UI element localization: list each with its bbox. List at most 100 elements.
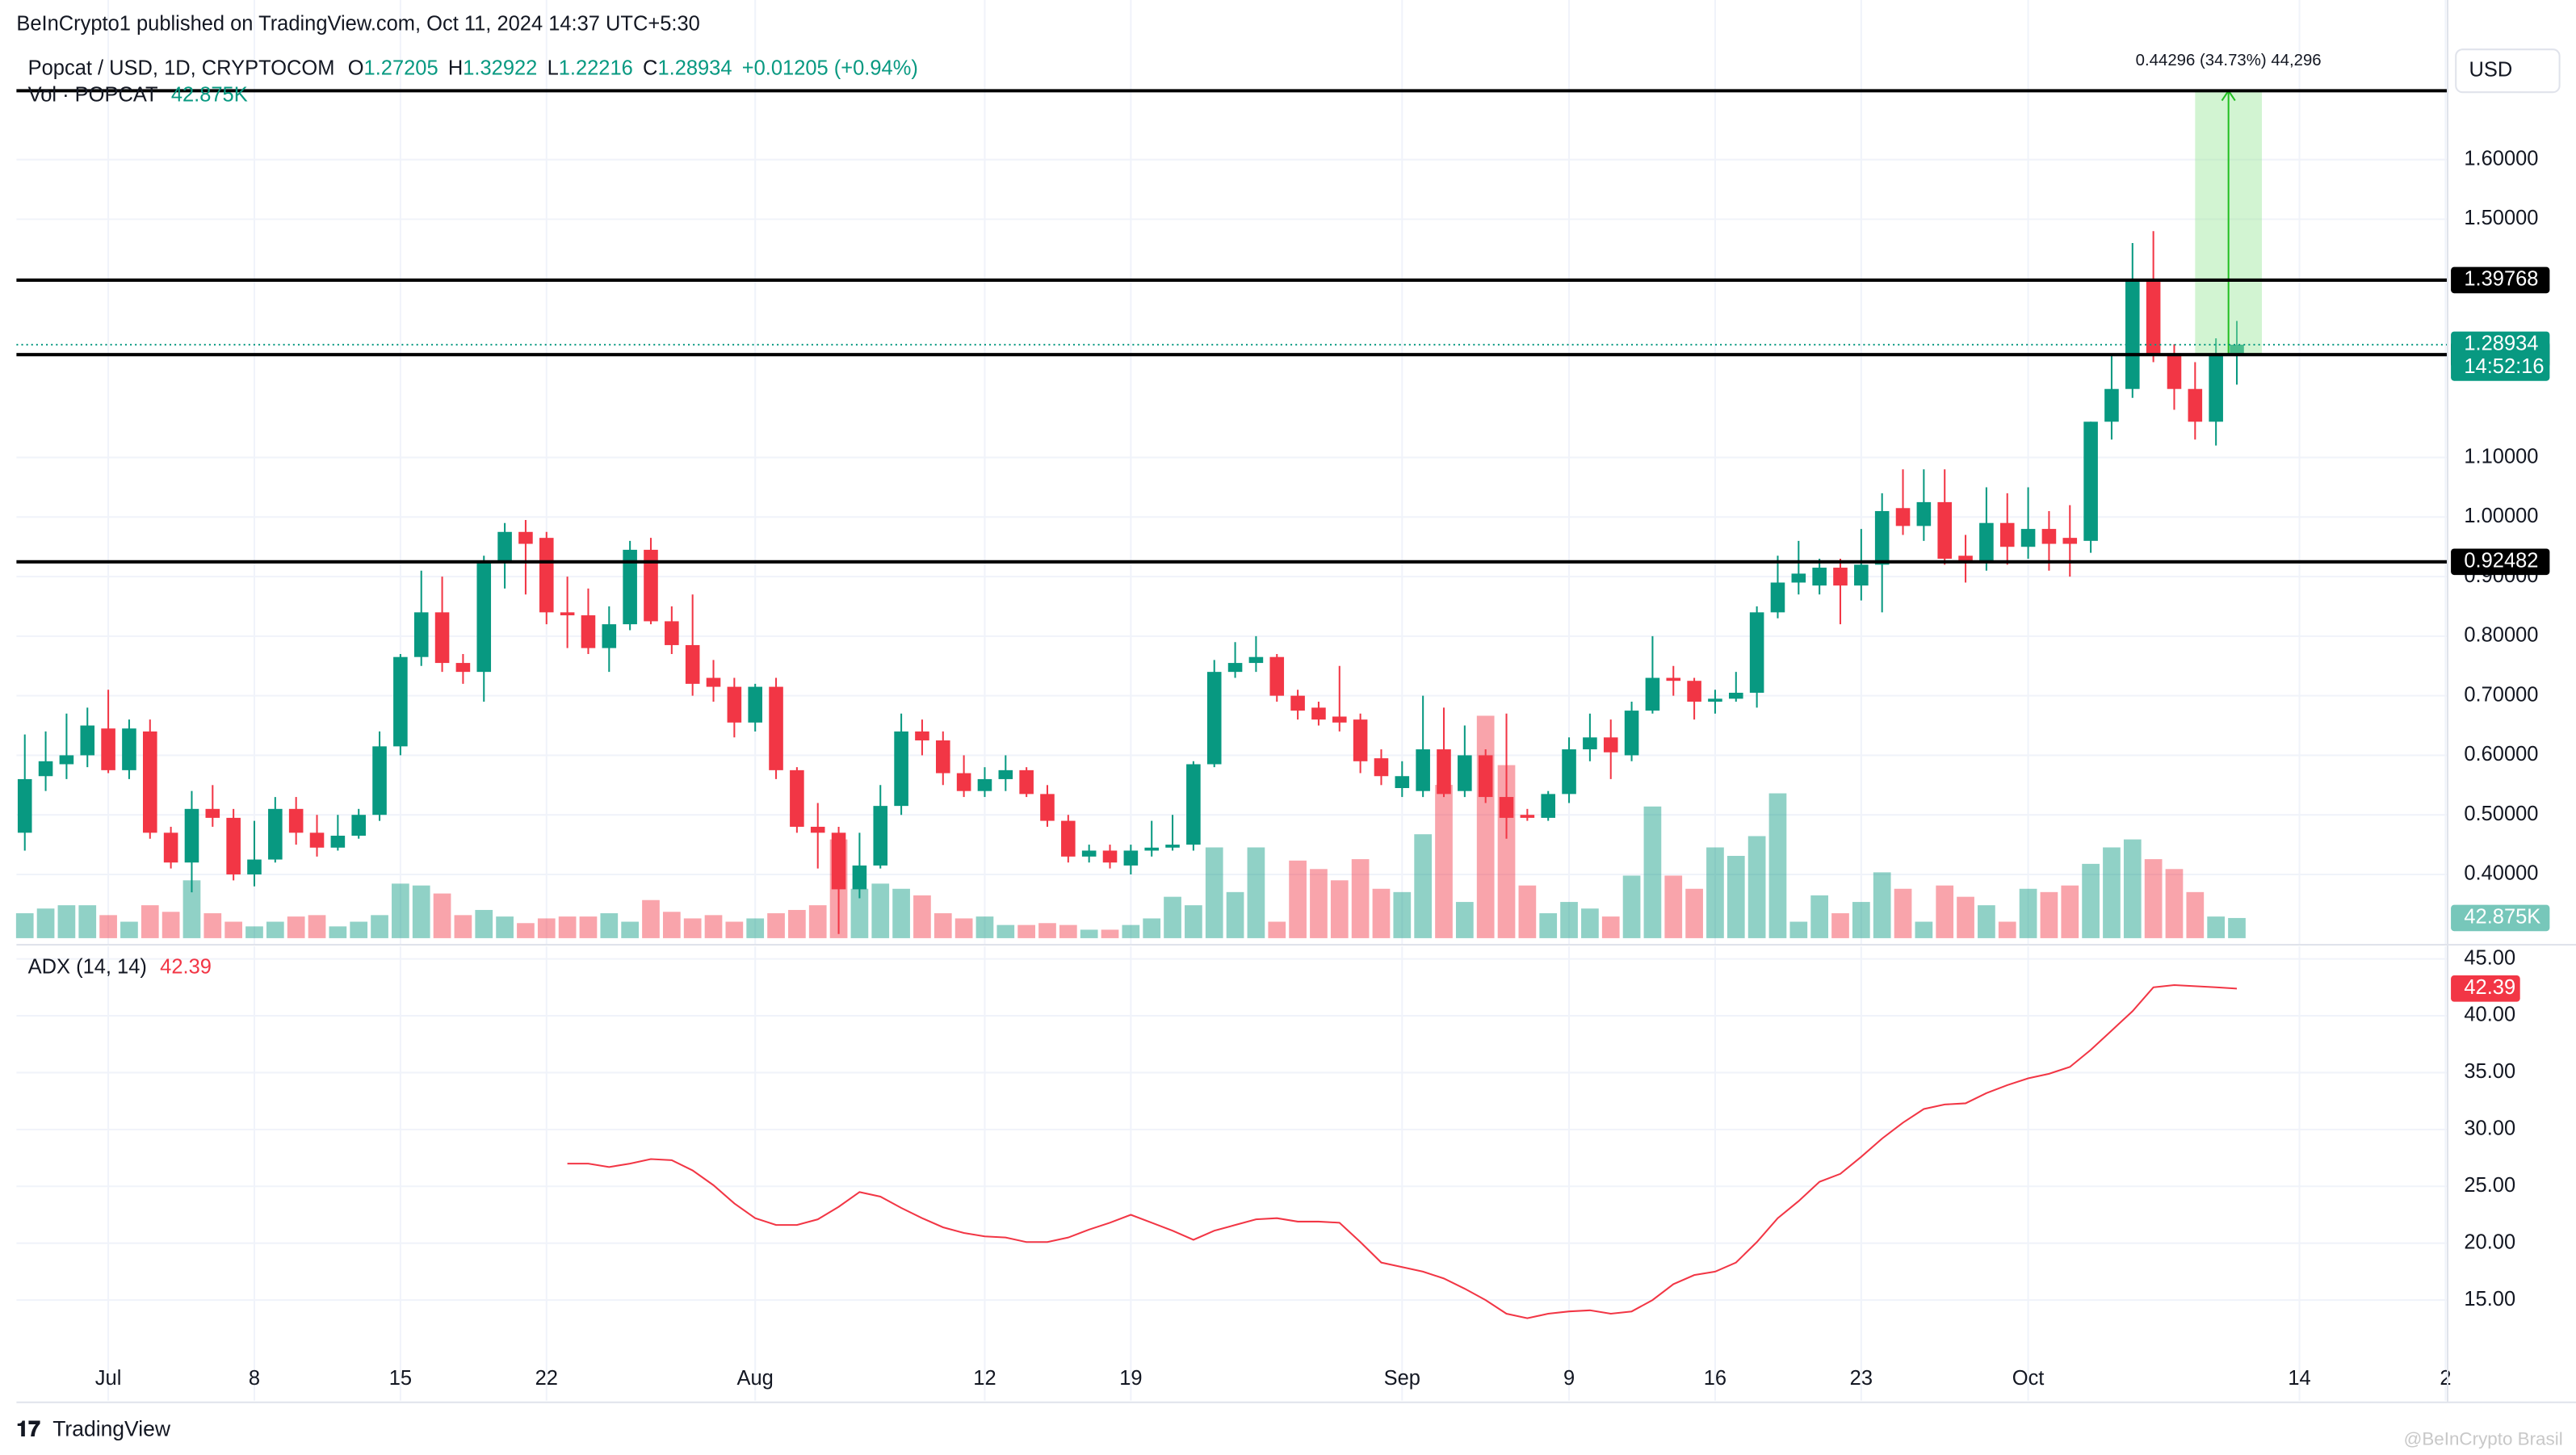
candle-body [1520, 815, 1535, 818]
candle-body [351, 815, 366, 837]
volume-bar [1957, 896, 1974, 938]
volume-bar [1310, 869, 1328, 938]
candle-body [1645, 677, 1660, 711]
ohlc-value: 1.27205 [364, 57, 438, 79]
volume-bar [850, 888, 869, 938]
x-tick-label: 22 [535, 1367, 558, 1390]
candle-body [434, 612, 450, 664]
last-price-tag [2451, 331, 2550, 381]
candle-body [1770, 582, 1785, 613]
candle-body [915, 731, 929, 740]
volume-bar [642, 899, 660, 938]
candle-body [1144, 847, 1159, 851]
candle-body [1165, 845, 1180, 848]
volume-bar [1706, 847, 1724, 938]
candle-body [17, 778, 32, 833]
candle-body [1916, 501, 1932, 526]
candle-body [1311, 707, 1326, 720]
overlay: 0.44296 (34.73%) 44,2961.397681.272670.9… [16, 52, 2550, 1002]
volume-bar [57, 905, 76, 938]
ohlc-value: 1.22216 [559, 57, 633, 79]
ohlc-label: C [643, 57, 657, 79]
volume-bar [600, 913, 619, 938]
y-tick-label: 0.50000 [2464, 803, 2538, 825]
adx-tick-label: 35.00 [2464, 1060, 2515, 1083]
candle-body [560, 612, 575, 616]
volume-bar [662, 912, 681, 938]
volume-bar [1915, 921, 1933, 938]
volume-bar [1560, 902, 1578, 938]
candle-body [80, 725, 95, 756]
volume-bar [475, 909, 493, 938]
volume-tag-label: 42.875K [2464, 906, 2540, 929]
volume-bar [433, 893, 451, 938]
currency: USD [2469, 58, 2513, 81]
candle-body [413, 612, 429, 657]
volume-bar [1080, 929, 1098, 938]
volume-bar [558, 916, 577, 938]
candle-body [665, 621, 679, 645]
candle-body [790, 769, 804, 827]
last-price-label: 1.28934 [2464, 333, 2538, 355]
volume-bar [1768, 793, 1787, 938]
candle-body [1416, 749, 1430, 791]
volume-bar [1059, 925, 1077, 938]
volume-bar [2040, 891, 2058, 938]
candle-body [1603, 737, 1618, 753]
adx-name: ADX (14, 14) [28, 955, 147, 978]
candle-body [2041, 529, 2057, 544]
x-tick-label: 23 [1850, 1367, 1873, 1390]
volume-bar [537, 918, 556, 938]
adx-tag [2451, 975, 2520, 1002]
volume-bar [496, 916, 514, 938]
brand-mark: 𝟏𝟕 [16, 1416, 40, 1440]
x-tick-label: 2 [2440, 1367, 2451, 1390]
volume-bar [1810, 895, 1829, 938]
candle-body [455, 663, 471, 673]
volume-bar [99, 915, 117, 938]
y-tick-label: 1.00000 [2464, 505, 2538, 527]
x-tick-label: 9 [1563, 1367, 1575, 1390]
change: +0.01205 (+0.94%) [742, 57, 918, 79]
symbol-title: Popcat / USD, 1D, CRYPTOCOM [28, 57, 335, 79]
volume-bar [1330, 880, 1349, 938]
candle-body [2125, 279, 2140, 389]
candle-body [372, 746, 387, 816]
adx-tick-label: 40.00 [2464, 1004, 2515, 1026]
y-tick-label: 1.10000 [2464, 445, 2538, 468]
ohlc-value: 1.28934 [657, 57, 732, 79]
volume-bar [1017, 925, 1036, 938]
x-tick-label: Jul [95, 1367, 122, 1390]
currency-button[interactable] [2455, 48, 2561, 94]
candle-body [873, 806, 888, 866]
candle-body [205, 808, 220, 818]
ohlc-label: O [348, 57, 364, 79]
volume-tag [2451, 904, 2550, 932]
brand-logo: 𝟏𝟕 [16, 1416, 40, 1440]
candle-body [1624, 711, 1639, 756]
adx-last: 42.39 [160, 955, 212, 978]
volume-bar [892, 888, 910, 938]
volume-bar [975, 916, 994, 938]
volume-bar [1122, 925, 1140, 938]
volume-bar [1393, 891, 1412, 938]
volume-last: 42.875K [171, 83, 248, 106]
candle-body [2209, 353, 2223, 422]
measure-label: 0.44296 (34.73%) 44,296 [2136, 52, 2322, 69]
volume-bar [392, 883, 409, 938]
volume-bar [1747, 836, 1766, 938]
x-tick-label: Oct [2012, 1367, 2045, 1390]
candle-body [1269, 656, 1285, 696]
candle-body [1478, 755, 1493, 798]
candle-body [1833, 568, 1848, 586]
candle-body [894, 731, 908, 807]
candle-body [184, 808, 199, 863]
y-tick-label: 1.50000 [2464, 207, 2538, 229]
volume-bar [1539, 913, 1558, 938]
volume-bar [2186, 891, 2205, 938]
candle-body [288, 808, 304, 833]
volume-bar [371, 915, 388, 938]
candle-body [59, 755, 74, 765]
candle-body [497, 531, 512, 562]
candle-body [1123, 850, 1139, 866]
